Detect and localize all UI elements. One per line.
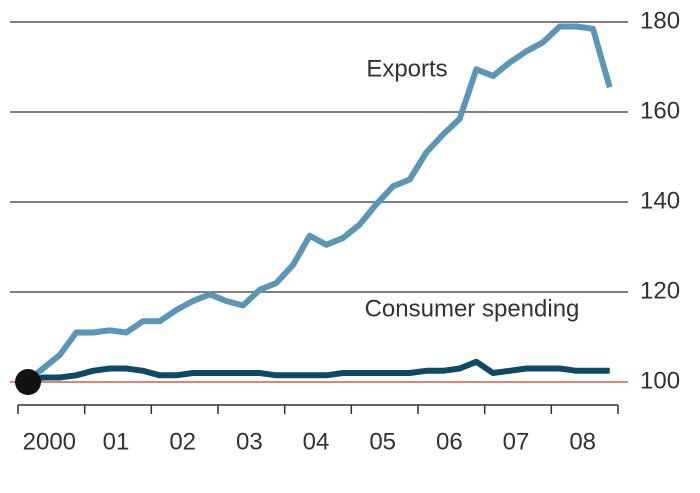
y-tick-label: 100: [640, 367, 680, 394]
y-tick-label: 180: [640, 7, 680, 34]
series-label: Consumer spending: [365, 295, 580, 322]
x-tick-label: 02: [169, 428, 196, 455]
x-tick-label: 04: [303, 428, 330, 455]
x-tick-label: 2000: [23, 428, 76, 455]
y-tick-label: 160: [640, 97, 680, 124]
x-tick-label: 03: [236, 428, 263, 455]
y-tick-label: 140: [640, 187, 680, 214]
y-tick-label: 120: [640, 277, 680, 304]
line-series: [24, 23, 613, 385]
line-series: [25, 358, 610, 385]
x-tick-label: 05: [369, 428, 396, 455]
x-tick-label: 08: [569, 428, 596, 455]
x-tick-label: 06: [436, 428, 463, 455]
x-tick-label: 01: [103, 428, 130, 455]
start-dot: [15, 369, 41, 395]
x-tick-label: 07: [503, 428, 530, 455]
series-label: Exports: [366, 55, 447, 82]
